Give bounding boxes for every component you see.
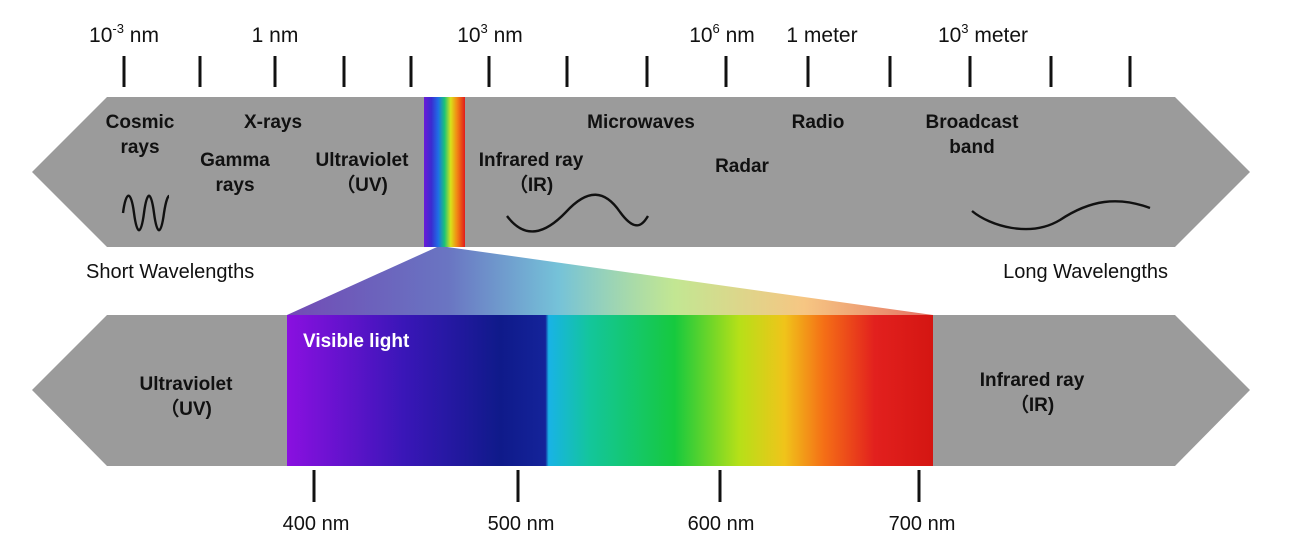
- visible-strip-top: [424, 97, 465, 247]
- scale-label-1nm: 1 nm: [252, 24, 299, 47]
- visible-light-expansion-fan: [287, 247, 933, 315]
- wave-high-frequency-icon: [121, 194, 170, 232]
- radar-label: Radar: [715, 156, 769, 177]
- spectrum-band-top: [32, 97, 1250, 247]
- cosmic-rays-label: Cosmic rays: [106, 112, 175, 158]
- bottom-scale-ticks: [312, 470, 921, 502]
- infrared-label-top: Infrared ray （IR): [479, 150, 584, 196]
- scale-label-1e6nm: 106 nm: [689, 21, 755, 47]
- microwaves-label: Microwaves: [587, 112, 695, 133]
- wavelength-600nm: 600 nm: [688, 513, 755, 535]
- scale-label-1e3nm: 103 nm: [457, 21, 523, 47]
- wave-medium-frequency-icon: [506, 193, 650, 233]
- short-wavelengths-label: Short Wavelengths: [86, 261, 254, 283]
- top-band-labels: Cosmic rays X-rays Gamma rays Ultraviolet （…: [106, 112, 1019, 196]
- bottom-scale: 400 nm 500 nm 600 nm 700 nm: [283, 513, 956, 535]
- wavelength-500nm: 500 nm: [488, 513, 555, 535]
- infrared-label-bottom: Infrared ray （IR): [980, 370, 1085, 416]
- x-rays-label: X-rays: [244, 112, 302, 133]
- ultraviolet-label-bottom: Ultraviolet （UV): [140, 374, 234, 420]
- visible-light-gradient: [287, 315, 933, 466]
- wavelength-400nm: 400 nm: [283, 513, 350, 535]
- long-wavelengths-label: Long Wavelengths: [1003, 261, 1168, 283]
- broadcast-band-label: Broadcast band: [926, 112, 1020, 158]
- scale-label-1e3meter: 103 meter: [938, 21, 1028, 47]
- visible-light-title: Visible light: [303, 331, 410, 352]
- scale-label-1e-3nm: 10-3 nm: [89, 21, 159, 47]
- wave-low-frequency-icon: [971, 200, 1151, 231]
- scale-label-1meter: 1 meter: [786, 24, 857, 47]
- top-scale: 10-3 nm 1 nm 103 nm 106 nm 1 meter 103 m…: [89, 21, 1028, 47]
- gamma-rays-label: Gamma rays: [200, 150, 270, 196]
- wavelength-700nm: 700 nm: [889, 513, 956, 535]
- radio-label: Radio: [792, 112, 845, 133]
- ultraviolet-label-top: Ultraviolet （UV): [316, 150, 410, 196]
- top-scale-ticks: [122, 56, 1132, 87]
